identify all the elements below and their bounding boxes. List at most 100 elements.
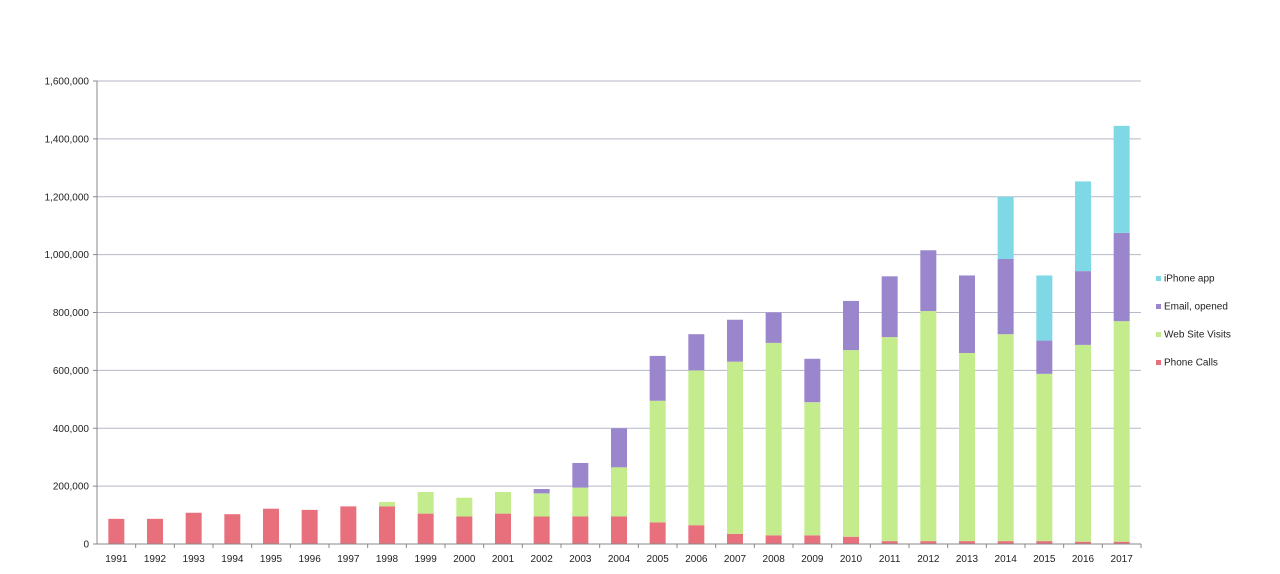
x-tick-label: 2015 (1033, 554, 1056, 565)
legend-swatch (1156, 304, 1161, 309)
bar-email-opened-2017 (1113, 232, 1130, 322)
bar-web-site-visits-2012 (920, 311, 937, 542)
bar-phone-calls-2000 (456, 516, 473, 544)
bar-web-site-visits-1999 (417, 491, 434, 514)
bar-email-opened-2014 (997, 258, 1014, 335)
bar-email-opened-2011 (881, 276, 898, 338)
bar-email-opened-2008 (765, 312, 782, 343)
bar-email-opened-2012 (920, 250, 937, 312)
bar-phone-calls-2007 (727, 533, 743, 544)
bar-web-site-visits-2007 (727, 361, 743, 534)
bar-phone-calls-2015 (1036, 541, 1053, 544)
bar-phone-calls-2014 (997, 541, 1014, 544)
legend-label: Email, opened (1164, 302, 1228, 313)
x-tick-label: 1992 (144, 554, 167, 565)
bar-web-site-visits-2006 (688, 370, 705, 526)
legend-swatch (1156, 276, 1161, 281)
bar-web-site-visits-2009 (804, 402, 821, 536)
bar-phone-calls-1993 (185, 512, 202, 544)
bar-email-opened-2002 (533, 489, 550, 494)
bar-phone-calls-2002 (533, 516, 550, 544)
bar-web-site-visits-2008 (765, 342, 782, 536)
bar-phone-calls-2010 (843, 536, 859, 544)
bar-phone-calls-1991 (108, 518, 125, 544)
bar-phone-calls-2004 (611, 516, 627, 544)
bar-phone-calls-2006 (688, 525, 705, 544)
bar-web-site-visits-2002 (533, 493, 550, 517)
bar-email-opened-2006 (688, 334, 705, 371)
bar-email-opened-2004 (611, 428, 627, 468)
y-tick-label: 800,000 (53, 308, 90, 319)
x-tick-label: 1993 (183, 554, 206, 565)
bar-web-site-visits-1998 (379, 502, 395, 507)
y-tick-label: 1,400,000 (45, 134, 90, 145)
bar-phone-calls-2005 (649, 522, 666, 544)
bar-phone-calls-2013 (959, 541, 975, 544)
x-tick-label: 2004 (608, 554, 631, 565)
x-tick-label: 2000 (453, 554, 476, 565)
bar-web-site-visits-2016 (1075, 344, 1091, 542)
x-tick-label: 1991 (105, 554, 128, 565)
bar-web-site-visits-2017 (1113, 321, 1130, 542)
bar-phone-calls-2017 (1113, 541, 1130, 544)
bar-phone-calls-2001 (495, 513, 511, 544)
bar-iphone-app-2016 (1075, 181, 1091, 272)
x-tick-label: 2017 (1111, 554, 1134, 565)
legend-swatch (1156, 332, 1161, 337)
bar-iphone-app-2017 (1113, 125, 1130, 233)
bar-email-opened-2007 (727, 319, 743, 362)
x-tick-label: 2002 (531, 554, 554, 565)
bar-phone-calls-2009 (804, 535, 821, 544)
bar-iphone-app-2014 (997, 196, 1014, 259)
y-tick-label: 0 (83, 540, 89, 551)
bar-email-opened-2005 (649, 355, 666, 401)
x-tick-label: 1998 (376, 554, 399, 565)
bar-web-site-visits-2000 (456, 497, 473, 517)
x-tick-label: 2016 (1072, 554, 1095, 565)
y-tick-label: 1,200,000 (45, 192, 90, 203)
bar-phone-calls-1997 (340, 506, 357, 544)
bar-email-opened-2015 (1036, 340, 1053, 374)
y-tick-label: 1,600,000 (45, 77, 90, 88)
bar-phone-calls-1998 (379, 506, 395, 544)
legend-label: iPhone app (1164, 274, 1215, 285)
bar-phone-calls-1994 (224, 514, 241, 544)
bar-phone-calls-1992 (147, 518, 163, 544)
y-tick-label: 1,000,000 (45, 250, 90, 261)
bar-web-site-visits-2004 (611, 467, 627, 517)
bar-phone-calls-2003 (572, 516, 589, 544)
y-tick-label: 600,000 (53, 366, 90, 377)
bars (108, 125, 1130, 544)
bar-web-site-visits-2014 (997, 334, 1014, 542)
bar-phone-calls-2012 (920, 541, 937, 544)
legend-swatch (1156, 360, 1161, 365)
bar-phone-calls-2016 (1075, 541, 1091, 544)
bar-phone-calls-1996 (301, 509, 318, 544)
bar-web-site-visits-2015 (1036, 373, 1053, 542)
x-tick-label: 2011 (879, 554, 901, 565)
x-tick-label: 2009 (801, 554, 824, 565)
x-tick-label: 2006 (685, 554, 708, 565)
bar-web-site-visits-2010 (843, 350, 859, 537)
x-tick-label: 2005 (647, 554, 670, 565)
y-tick-label: 400,000 (53, 424, 90, 435)
bar-email-opened-2010 (843, 300, 859, 351)
bar-email-opened-2009 (804, 358, 821, 403)
bar-web-site-visits-2005 (649, 400, 666, 523)
bar-email-opened-2013 (959, 275, 975, 354)
legend-label: Web Site Visits (1164, 330, 1231, 341)
gridlines (97, 80, 1141, 487)
bar-phone-calls-2008 (765, 535, 782, 544)
bar-email-opened-2016 (1075, 271, 1091, 345)
bar-web-site-visits-2011 (881, 337, 898, 542)
bar-web-site-visits-2001 (495, 491, 511, 514)
x-tick-label: 2013 (956, 554, 979, 565)
x-tick-label: 1999 (415, 554, 438, 565)
bar-phone-calls-1995 (263, 508, 279, 544)
bar-iphone-app-2015 (1036, 275, 1053, 341)
x-axis-tick-labels: 1991 1992 1993 1994 1995 1996 1997 1998 1999 2000… (105, 554, 1133, 565)
x-tick-label: 1995 (260, 554, 283, 565)
bar-web-site-visits-2013 (959, 353, 975, 542)
